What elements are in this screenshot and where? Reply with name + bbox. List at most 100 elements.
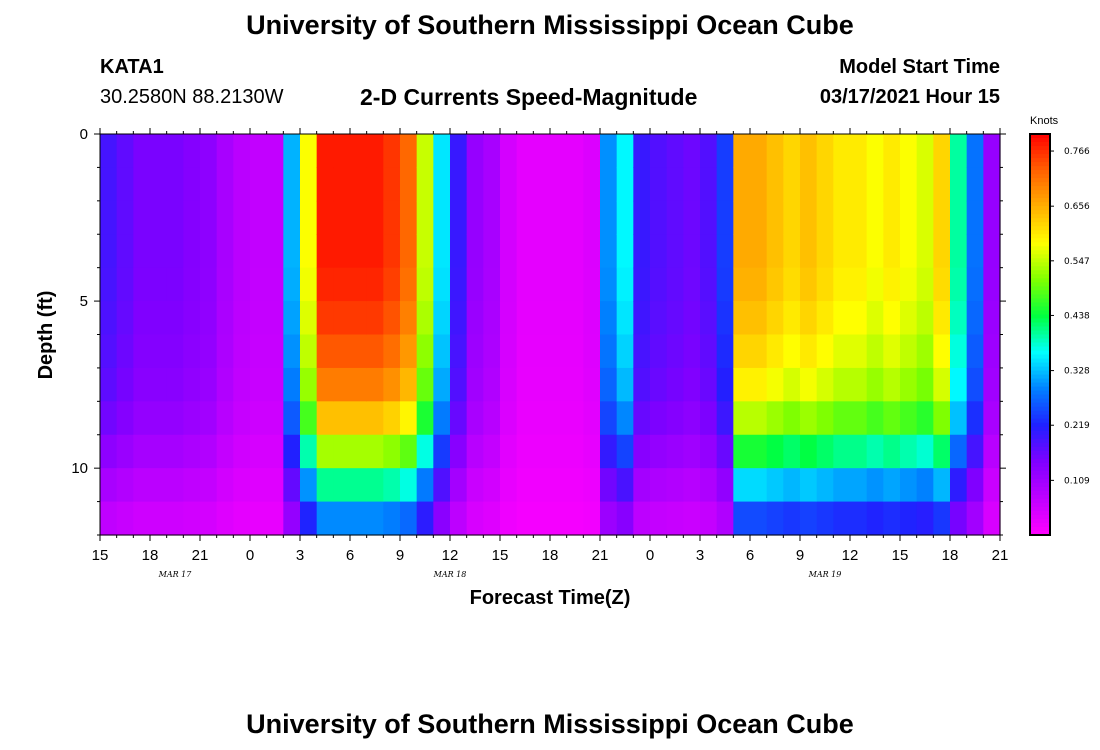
colorbar-segment: [1030, 490, 1050, 496]
heatmap-cell: [716, 134, 734, 169]
heatmap-cell: [216, 167, 234, 202]
heatmap-cell: [200, 234, 218, 269]
heatmap-cell: [550, 267, 568, 302]
heatmap-cell: [600, 267, 618, 302]
heatmap-cell: [266, 501, 284, 536]
heatmap-cell: [816, 434, 834, 469]
heatmap-cell: [450, 267, 468, 302]
heatmap-cell: [550, 468, 568, 503]
heatmap-cell: [516, 434, 534, 469]
heatmap-cell: [983, 234, 1001, 269]
heatmap-cell: [883, 267, 901, 302]
heatmap-cell: [450, 200, 468, 235]
heatmap-cell: [850, 501, 868, 536]
colorbar-units: Knots: [1030, 115, 1059, 127]
heatmap-cell: [800, 200, 818, 235]
heatmap-cell: [900, 367, 918, 402]
heatmap-cell: [633, 267, 651, 302]
heatmap-cell: [183, 367, 201, 402]
colorbar-segment: [1030, 142, 1050, 147]
heatmap-cell: [133, 301, 151, 336]
heatmap-cell: [766, 200, 784, 235]
heatmap-cell: [166, 468, 184, 503]
heatmap-cell: [300, 501, 318, 536]
heatmap-cell: [916, 234, 934, 269]
heatmap-cell: [366, 501, 384, 536]
colorbar-segment: [1030, 498, 1050, 504]
heatmap-cell: [700, 401, 718, 436]
heatmap-cell: [233, 234, 251, 269]
heatmap-cell: [433, 267, 451, 302]
heatmap-cell: [833, 167, 851, 202]
heatmap-cell: [583, 501, 601, 536]
colorbar-segment: [1030, 170, 1050, 175]
heatmap-cell: [150, 367, 168, 402]
heatmap-cell: [216, 434, 234, 469]
heatmap-cell: [866, 468, 884, 503]
heatmap-cell: [500, 334, 518, 369]
heatmap-cell: [566, 267, 584, 302]
heatmap-cell: [133, 167, 151, 202]
heatmap-cell: [366, 234, 384, 269]
heatmap-cell: [216, 234, 234, 269]
heatmap-cell: [283, 167, 301, 202]
colorbar-segment: [1030, 486, 1050, 492]
heatmap-cell: [250, 234, 268, 269]
heatmap-cell: [233, 200, 251, 235]
heatmap-cell: [116, 468, 134, 503]
heatmap-cell: [650, 301, 668, 336]
heatmap-cell: [616, 167, 634, 202]
x-tick-label: 15: [492, 547, 509, 564]
heatmap-cell: [816, 200, 834, 235]
heatmap-cell: [316, 334, 334, 369]
heatmap-cell: [866, 334, 884, 369]
heatmap-cell: [633, 234, 651, 269]
station-coords: 30.2580N 88.2130W: [100, 86, 284, 108]
heatmap-cell: [966, 301, 984, 336]
heatmap-cell: [983, 134, 1001, 169]
heatmap-cell: [500, 401, 518, 436]
x-tick-label: 18: [142, 547, 159, 564]
heatmap-cell: [383, 200, 401, 235]
heatmap-cell: [716, 367, 734, 402]
heatmap-cell: [316, 301, 334, 336]
date-label: MAR 18: [433, 570, 467, 579]
heatmap-cell: [866, 367, 884, 402]
heatmap-cell: [183, 167, 201, 202]
heatmap-cell: [450, 334, 468, 369]
heatmap-cell: [350, 301, 368, 336]
heatmap-cell: [450, 134, 468, 169]
heatmap-cell: [700, 367, 718, 402]
heatmap-cell: [533, 200, 551, 235]
heatmap-cell: [183, 468, 201, 503]
heatmap-cell: [933, 200, 951, 235]
heatmap-cell: [816, 167, 834, 202]
heatmap-cell: [250, 401, 268, 436]
heatmap-cell: [466, 367, 484, 402]
colorbar-segment: [1030, 206, 1050, 211]
heatmap-cell: [950, 434, 968, 469]
heatmap-cell: [133, 367, 151, 402]
heatmap-cell: [600, 200, 618, 235]
heatmap-cell: [950, 401, 968, 436]
colorbar-tick-label: 0.438: [1064, 311, 1090, 321]
heatmap-cell: [400, 200, 418, 235]
heatmap-cell: [150, 200, 168, 235]
chart-title: 2-D Currents Speed-Magnitude: [360, 84, 698, 110]
heatmap-cell: [116, 134, 134, 169]
heatmap-cell: [850, 200, 868, 235]
heatmap-cell: [150, 301, 168, 336]
heatmap-cell: [266, 401, 284, 436]
colorbar-segment: [1030, 238, 1050, 243]
heatmap-cell: [766, 501, 784, 536]
heatmap-cell: [183, 200, 201, 235]
heatmap-cell: [700, 334, 718, 369]
heatmap-cell: [333, 401, 351, 436]
heatmap-cell: [116, 367, 134, 402]
colorbar-segment: [1030, 178, 1050, 183]
heatmap-cell: [116, 334, 134, 369]
x-tick-label: 0: [646, 547, 654, 564]
heatmap-cell: [216, 267, 234, 302]
heatmap-cell: [850, 301, 868, 336]
